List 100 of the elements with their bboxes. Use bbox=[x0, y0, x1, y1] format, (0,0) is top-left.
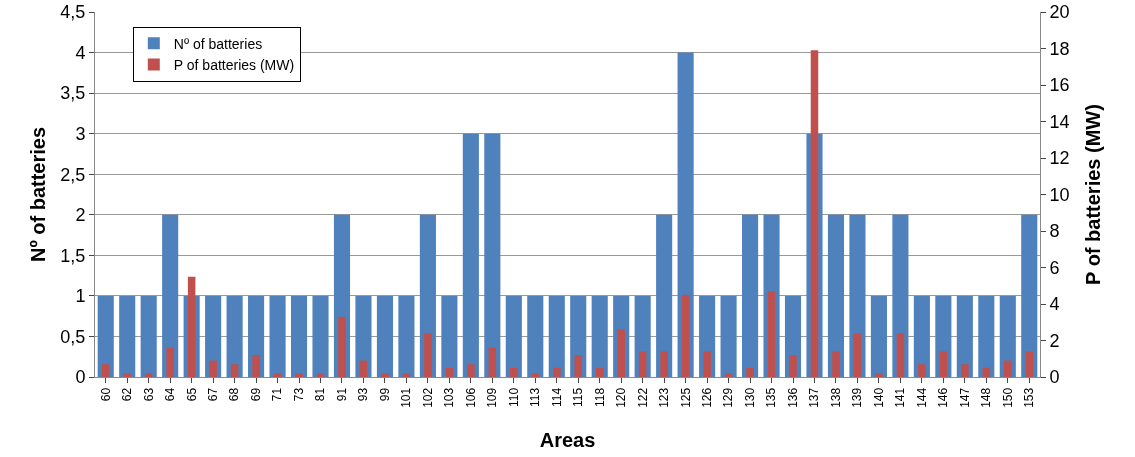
x-tick-label: 150 bbox=[1000, 387, 1015, 408]
y2-axis-title: P of batteries (MW) bbox=[1082, 104, 1104, 285]
bar bbox=[703, 351, 711, 377]
bar bbox=[1004, 360, 1012, 377]
bar bbox=[531, 373, 540, 377]
x-tick-label: 102 bbox=[420, 387, 435, 408]
bar bbox=[462, 133, 479, 377]
bar bbox=[467, 364, 475, 377]
bar bbox=[638, 351, 647, 377]
x-tick-label: 123 bbox=[657, 387, 672, 408]
bar bbox=[166, 347, 174, 377]
x-tick-label: 67 bbox=[206, 387, 221, 402]
bar bbox=[312, 295, 329, 377]
bar bbox=[376, 295, 393, 377]
x-tick-label: 146 bbox=[936, 387, 951, 408]
y2-tick-label: 4 bbox=[1049, 294, 1060, 315]
bar bbox=[827, 214, 845, 377]
x-tick-label: 122 bbox=[635, 387, 650, 408]
bar bbox=[295, 373, 303, 377]
bar bbox=[978, 295, 995, 377]
bar bbox=[853, 333, 862, 377]
x-tick-label: 138 bbox=[828, 387, 843, 408]
bar bbox=[209, 360, 217, 377]
x-tick-label: 115 bbox=[571, 387, 586, 407]
x-tick-label: 139 bbox=[850, 387, 865, 408]
bar bbox=[656, 214, 673, 377]
y-tick-label: 4 bbox=[75, 42, 86, 63]
x-tick-label: 62 bbox=[120, 387, 135, 402]
y2-tick-label: 20 bbox=[1049, 2, 1070, 23]
bar bbox=[595, 367, 604, 377]
y-tick-label: 1,5 bbox=[60, 245, 86, 266]
y2-tick-label: 14 bbox=[1049, 111, 1070, 132]
y2-tick-label: 16 bbox=[1049, 75, 1070, 96]
x-tick-label: 106 bbox=[463, 387, 478, 408]
bar bbox=[381, 373, 389, 377]
x-tick-label: 137 bbox=[807, 387, 822, 408]
x-tick-label: 64 bbox=[163, 387, 178, 402]
y-tick-label: 3,5 bbox=[60, 83, 86, 104]
bar bbox=[527, 295, 544, 377]
bar bbox=[441, 295, 458, 377]
x-tick-label: 140 bbox=[871, 387, 886, 408]
x-tick-label: 63 bbox=[141, 387, 156, 402]
bar bbox=[548, 295, 565, 377]
x-tick-label: 73 bbox=[291, 387, 306, 402]
bar bbox=[252, 355, 260, 377]
x-tick-label: 153 bbox=[1022, 387, 1037, 408]
bar bbox=[338, 316, 346, 377]
bar bbox=[488, 347, 497, 377]
bar bbox=[939, 351, 948, 377]
x-tick-label: 69 bbox=[248, 387, 263, 402]
bar bbox=[681, 294, 690, 377]
y-tick-label: 3 bbox=[75, 123, 86, 144]
x-tick-label: 68 bbox=[227, 387, 242, 402]
bar bbox=[875, 373, 883, 377]
bar bbox=[510, 367, 518, 377]
x-tick-label: 91 bbox=[334, 387, 349, 402]
bar bbox=[230, 364, 239, 377]
bar bbox=[162, 214, 179, 377]
y-tick-label: 2 bbox=[75, 205, 86, 226]
y2-tick-label: 8 bbox=[1049, 221, 1060, 242]
bar bbox=[999, 295, 1016, 377]
x-tick-label: 71 bbox=[270, 387, 285, 402]
bar bbox=[767, 291, 776, 377]
bar bbox=[982, 367, 991, 377]
y-tick-label: 0 bbox=[75, 367, 86, 388]
x-tick-label: 144 bbox=[914, 387, 929, 408]
legend-label: P of batteries (MW) bbox=[173, 56, 295, 73]
x-tick-label: 101 bbox=[399, 387, 414, 408]
bar bbox=[505, 295, 522, 377]
x-tick-label: 113 bbox=[528, 387, 543, 407]
bar bbox=[97, 295, 114, 377]
y-axis-title: Nº of batteries bbox=[27, 126, 49, 263]
bar bbox=[617, 329, 625, 377]
bar bbox=[720, 295, 737, 377]
bar bbox=[316, 373, 325, 377]
bar bbox=[140, 295, 157, 377]
bar bbox=[226, 295, 243, 377]
bar bbox=[484, 133, 501, 377]
x-tick-label: 120 bbox=[614, 387, 629, 408]
bar bbox=[1021, 214, 1038, 377]
x-tick-label: 110 bbox=[506, 387, 521, 407]
bar bbox=[398, 295, 415, 377]
bar bbox=[574, 355, 582, 377]
bar bbox=[553, 367, 561, 377]
x-tick-label: 141 bbox=[893, 387, 908, 408]
bar bbox=[591, 295, 608, 377]
x-tick-label: 130 bbox=[742, 387, 757, 408]
bar bbox=[961, 364, 969, 377]
y-tick-label: 0,5 bbox=[60, 326, 86, 347]
x-tick-label: 125 bbox=[678, 387, 693, 408]
bar bbox=[290, 295, 308, 377]
x-tick-label: 81 bbox=[313, 387, 328, 402]
x-tick-label: 147 bbox=[957, 387, 972, 408]
y2-tick-label: 12 bbox=[1049, 148, 1070, 169]
legend-label: Nº of batteries bbox=[173, 35, 263, 52]
y2-tick-label: 6 bbox=[1049, 257, 1060, 278]
x-tick-label: 136 bbox=[785, 387, 800, 408]
x-tick-label: 99 bbox=[377, 387, 392, 402]
bar bbox=[789, 355, 797, 377]
bar bbox=[913, 295, 930, 377]
